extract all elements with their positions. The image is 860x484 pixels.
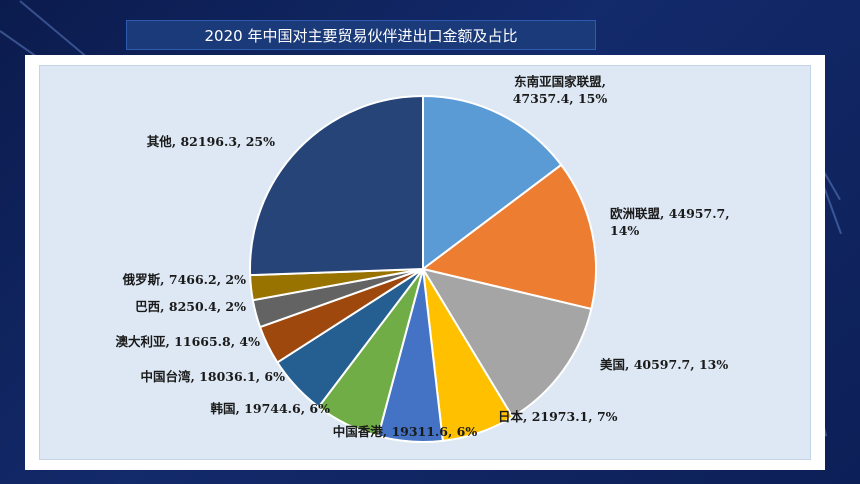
slice-label-6-line-0: 中国台湾, 18036.1, 6%	[140, 369, 285, 384]
pie-slice-10	[249, 94, 424, 277]
slice-label-1-line-1: 14%	[610, 223, 639, 238]
pie-chart: 东南亚国家联盟, 47357.4, 15% 欧洲联盟, 44957.7, 14% 美国,…	[115, 74, 730, 443]
slice-label-10-line-0: 其他, 82196.3, 25%	[147, 134, 275, 149]
slice-label-5-line-0: 韩国, 19744.6, 6%	[210, 401, 330, 416]
slice-label-1-line-0: 欧洲联盟, 44957.7,	[610, 206, 730, 221]
chart-panel: 东南亚国家联盟, 47357.4, 15% 欧洲联盟, 44957.7, 14% 美国,…	[25, 55, 825, 470]
slice-label-8-line-0: 巴西, 8250.4, 2%	[135, 299, 246, 314]
page-title: 2020 年中国对主要贸易伙伴进出口金额及占比	[126, 20, 596, 50]
slice-label-2-line-0: 美国, 40597.7, 13%	[600, 357, 728, 372]
slice-label-0-line-0: 东南亚国家联盟,	[514, 74, 606, 89]
pie-slice-2	[420, 267, 593, 419]
slice-label-0-line-1: 47357.4, 15%	[513, 91, 608, 106]
chart-area: 东南亚国家联盟, 47357.4, 15% 欧洲联盟, 44957.7, 14% 美国,…	[39, 65, 811, 460]
slice-label-4-line-0: 中国香港, 19311.6, 6%	[333, 424, 478, 439]
pie-slice-1	[420, 163, 597, 311]
pie-slice-0	[422, 94, 563, 272]
slice-label-9-line-0: 俄罗斯, 7466.2, 2%	[122, 272, 246, 287]
slice-label-3-line-0: 日本, 21973.1, 7%	[498, 409, 618, 424]
slice-label-7-line-0: 澳大利亚, 11665.8, 4%	[115, 334, 260, 349]
